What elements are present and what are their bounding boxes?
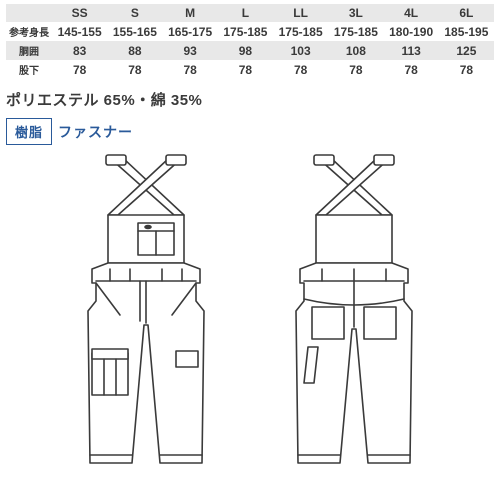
- cell: 93: [163, 41, 218, 60]
- cell: 78: [439, 60, 494, 79]
- cell: 98: [218, 41, 273, 60]
- cell: 145-155: [52, 22, 107, 41]
- cell: 108: [328, 41, 383, 60]
- col-6l: 6L: [439, 4, 494, 22]
- fastener-row: 樹脂 ファスナー: [6, 118, 494, 145]
- col-l: L: [218, 4, 273, 22]
- cell: 78: [384, 60, 439, 79]
- material-text: ポリエステル 65%・綿 35%: [6, 89, 494, 110]
- size-table: SS S M L LL 3L 4L 6L 参考身長 145-155 155-16…: [6, 4, 494, 79]
- table-row-inseam: 股下 78 78 78 78 78 78 78 78: [6, 60, 494, 79]
- cell: 78: [328, 60, 383, 79]
- col-blank: [6, 4, 52, 22]
- cell: 175-185: [328, 22, 383, 41]
- row-label: 参考身長: [6, 22, 52, 41]
- fastener-label: ファスナー: [58, 122, 133, 142]
- col-ll: LL: [273, 4, 328, 22]
- cell: 165-175: [163, 22, 218, 41]
- overalls-diagram-area: [6, 151, 494, 471]
- cell: 175-185: [218, 22, 273, 41]
- cell: 78: [163, 60, 218, 79]
- cell: 175-185: [273, 22, 328, 41]
- cell: 78: [107, 60, 162, 79]
- cell: 78: [273, 60, 328, 79]
- cell: 88: [107, 41, 162, 60]
- overalls-front-icon: [56, 151, 236, 471]
- table-header-row: SS S M L LL 3L 4L 6L: [6, 4, 494, 22]
- table-row-height: 参考身長 145-155 155-165 165-175 175-185 175…: [6, 22, 494, 41]
- cell: 78: [218, 60, 273, 79]
- col-4l: 4L: [384, 4, 439, 22]
- table-row-waist: 胴囲 83 88 93 98 103 108 113 125: [6, 41, 494, 60]
- cell: 125: [439, 41, 494, 60]
- cell: 185-195: [439, 22, 494, 41]
- col-3l: 3L: [328, 4, 383, 22]
- cell: 180-190: [384, 22, 439, 41]
- cell: 113: [384, 41, 439, 60]
- row-label: 股下: [6, 60, 52, 79]
- cell: 83: [52, 41, 107, 60]
- resin-badge: 樹脂: [6, 118, 52, 145]
- col-m: M: [163, 4, 218, 22]
- cell: 155-165: [107, 22, 162, 41]
- col-ss: SS: [52, 4, 107, 22]
- cell: 78: [52, 60, 107, 79]
- overalls-back-icon: [264, 151, 444, 471]
- row-label: 胴囲: [6, 41, 52, 60]
- cell: 103: [273, 41, 328, 60]
- col-s: S: [107, 4, 162, 22]
